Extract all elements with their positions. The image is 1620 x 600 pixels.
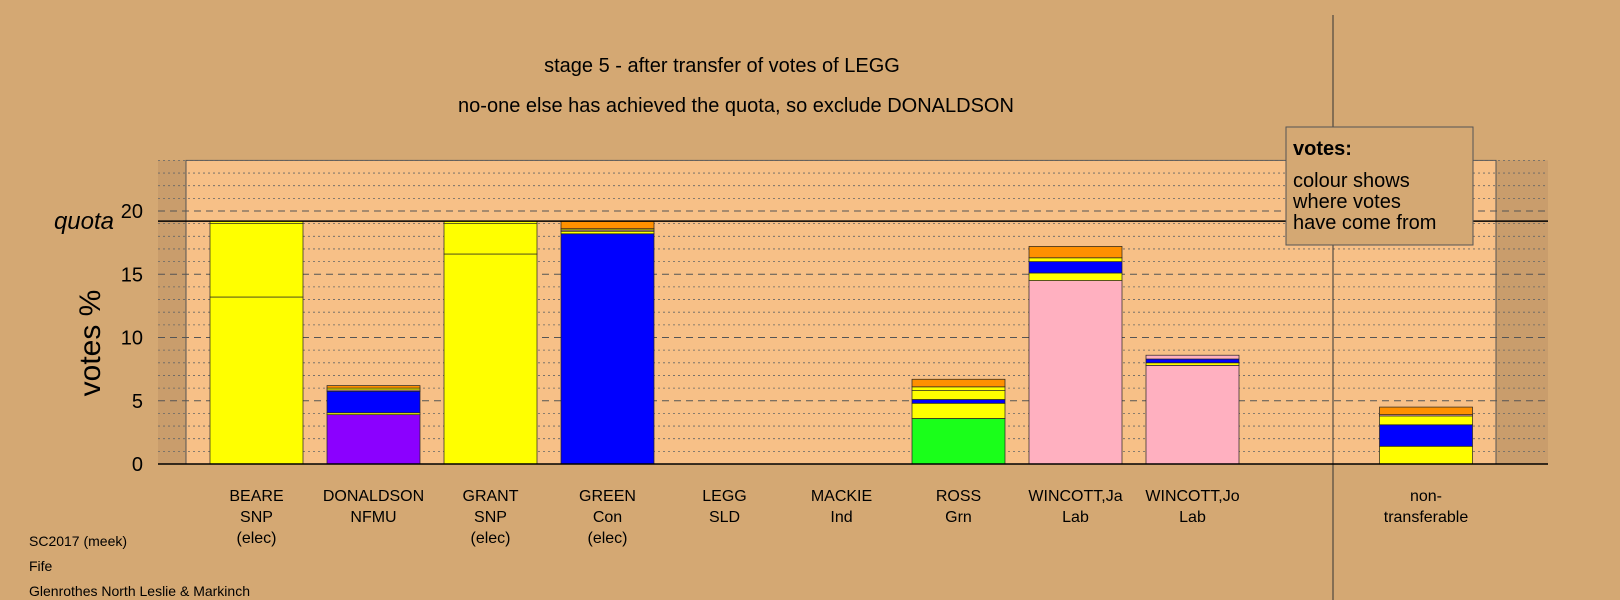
x-tick-label: ROSS — [936, 488, 981, 505]
y-tick-label: 10 — [121, 328, 143, 350]
bar-segment — [560, 220, 655, 230]
y-tick-label: 20 — [121, 201, 143, 223]
x-tick-label: SNP — [474, 509, 507, 526]
bar-segment — [911, 418, 1006, 465]
x-tick-label: (elec) — [470, 530, 510, 547]
x-tick-label: Lab — [1179, 509, 1206, 526]
x-tick-label: GRANT — [463, 488, 519, 505]
bar-segment — [1145, 354, 1240, 360]
bar-segment — [326, 385, 421, 389]
legend-text: colour shows — [1293, 170, 1410, 192]
bar-segment — [1379, 445, 1473, 465]
bar-segment — [1145, 362, 1240, 366]
x-tick-label: Lab — [1062, 509, 1089, 526]
y-tick-label: 15 — [121, 264, 143, 286]
legend-text: where votes — [1292, 191, 1401, 213]
bar-segment — [911, 390, 1006, 400]
bar-segment — [1379, 415, 1473, 426]
legend-text: have come from — [1293, 212, 1436, 234]
x-tick-label: (elec) — [587, 530, 627, 547]
x-tick-label: NFMU — [350, 509, 396, 526]
bar-segment — [209, 223, 304, 298]
x-tick-label: WINCOTT,Jo — [1145, 488, 1239, 505]
bar-segment — [911, 378, 1006, 388]
bar-segment — [209, 296, 304, 465]
x-tick-label: GREEN — [579, 488, 636, 505]
x-tick-label: Ind — [830, 509, 852, 526]
bar-segment — [1028, 257, 1123, 262]
plot-margin-left — [158, 160, 186, 464]
x-tick-label: Grn — [945, 509, 972, 526]
bar-segment — [911, 386, 1006, 391]
x-tick-label: BEARE — [229, 488, 283, 505]
x-tick-label: Con — [593, 509, 622, 526]
bar-segment — [326, 390, 421, 414]
footer: SC2017 (meek) Fife Glenrothes North Leslie… — [29, 533, 250, 599]
bar-segment — [560, 230, 655, 235]
bar-segment — [443, 253, 538, 465]
bar-segment — [443, 223, 538, 255]
bar-segment — [1379, 406, 1473, 416]
x-tick-label: DONALDSON — [323, 488, 424, 505]
bar-segment — [1028, 280, 1123, 465]
footer-line: Glenrothes North Leslie & Markinch — [29, 583, 250, 599]
footer-line: SC2017 (meek) — [29, 533, 127, 549]
bar-segment — [1145, 358, 1240, 364]
bar-segment — [1379, 424, 1473, 447]
chart-title: stage 5 - after transfer of votes of LEG… — [544, 55, 900, 77]
x-tick-label: non- — [1410, 488, 1442, 505]
x-tick-label: WINCOTT,Ja — [1028, 488, 1122, 505]
bar-segment — [1028, 246, 1123, 259]
footer-line: Fife — [29, 558, 53, 574]
x-tick-label: transferable — [1384, 509, 1469, 526]
bar-segment — [1145, 364, 1240, 465]
y-tick-label: 5 — [132, 391, 143, 413]
bar-segment — [560, 233, 655, 465]
x-tick-label: SLD — [709, 509, 740, 526]
x-tick-label: MACKIE — [811, 488, 872, 505]
chart-subtitle: no-one else has achieved the quota, so e… — [458, 95, 1014, 117]
bar-segment — [1028, 261, 1123, 274]
plot-area: 0 5 10 15 20 BEARE SNP (elec) DONALDSON NFMU GRANT… — [54, 15, 1548, 600]
bar-segment — [911, 402, 1006, 419]
quota-label: quota — [54, 208, 114, 235]
x-tick-label: (elec) — [236, 530, 276, 547]
legend-box — [1285, 126, 1474, 246]
x-tick-label: LEGG — [702, 488, 746, 505]
x-tick-label: SNP — [240, 509, 273, 526]
bar-segment — [911, 399, 1006, 404]
bar-segment — [1028, 272, 1123, 281]
legend-title: votes: — [1293, 138, 1352, 160]
y-tick-label: 0 — [132, 454, 143, 476]
bar-segment — [326, 414, 421, 465]
y-axis-label: votes % — [74, 290, 107, 397]
